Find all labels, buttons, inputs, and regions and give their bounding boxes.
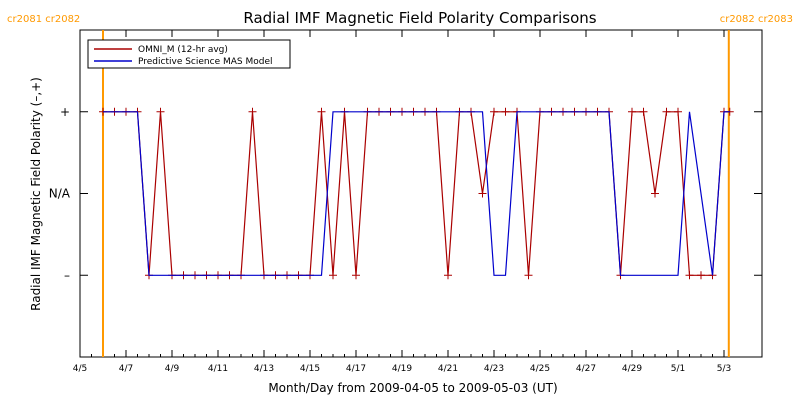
- data-point-0-51: [685, 271, 694, 280]
- x-tick-label-6: 4/17: [346, 364, 366, 374]
- y-tick-label-1: N/A: [49, 187, 71, 201]
- x-tick-label-4: 4/13: [254, 364, 274, 374]
- legend-box: [87, 39, 291, 69]
- x-tick-label-11: 4/27: [576, 364, 596, 374]
- carrington-label-1: cr2082 cr2083: [720, 14, 793, 25]
- data-point-0-46: [628, 107, 636, 116]
- legend-label-mas: Predictive Science MAS Model: [138, 57, 273, 67]
- x-tick-label-3: 4/11: [208, 364, 228, 374]
- x-tick-label-10: 4/25: [530, 364, 550, 374]
- x-axis-ticks: 4/5 4/7 4/9 4/11 4/13 4/15 4/17 4/19 4/21 4/23 4/2…: [73, 30, 731, 374]
- y-axis-ticks: + N/A –: [49, 105, 762, 282]
- data-point-0-5: [156, 107, 165, 116]
- data-point-0-22: [352, 271, 360, 280]
- x-tick-label-5: 4/15: [300, 364, 320, 374]
- data-point-0-30: [444, 271, 452, 280]
- data-point-0-33: [478, 189, 487, 198]
- x-tick-label-2: 4/9: [165, 364, 180, 374]
- data-point-0-49: [662, 107, 671, 116]
- legend: OMNI_M (12-hr avg) Predictive Science MA…: [87, 39, 291, 69]
- data-point-0-20: [329, 271, 337, 280]
- y-tick-label-2: –: [64, 268, 70, 282]
- plot-frame: [79, 29, 763, 358]
- data-point-0-37: [524, 271, 533, 280]
- series-line-1: [103, 111, 730, 276]
- data-point-0-48: [651, 189, 659, 198]
- carrington-label-0: cr2081 cr2082: [7, 14, 80, 25]
- x-tick-label-12: 4/29: [622, 364, 642, 374]
- x-tick-label-9: 4/23: [484, 364, 504, 374]
- legend-label-omni: OMNI_M (12-hr avg): [138, 45, 228, 55]
- data-point-0-47: [639, 107, 648, 116]
- series-layer: [99, 107, 734, 280]
- data-point-0-13: [248, 107, 257, 116]
- data-point-0-35: [501, 107, 510, 116]
- y-tick-label-0: +: [60, 105, 70, 119]
- chart-title: Radial IMF Magnetic Field Polarity Compa…: [243, 9, 596, 27]
- x-tick-label-14: 5/3: [717, 364, 731, 374]
- carrington-boundaries: cr2081 cr2082 cr2082 cr2083: [7, 14, 793, 357]
- x-tick-label-8: 4/21: [438, 364, 458, 374]
- data-point-0-19: [317, 107, 326, 116]
- x-tick-label-7: 4/19: [392, 364, 412, 374]
- y-axis-label: Radial IMF Magnetic Field Polarity (–,+): [29, 77, 43, 311]
- data-point-0-52: [697, 271, 705, 280]
- data-point-0-50: [674, 107, 682, 116]
- x-tick-label-13: 5/1: [671, 364, 685, 374]
- series-line-0: [103, 111, 730, 276]
- data-point-0-34: [490, 107, 498, 116]
- x-tick-label-1: 4/7: [119, 364, 133, 374]
- x-tick-label-0: 4/5: [73, 364, 87, 374]
- x-axis-label: Month/Day from 2009-04-05 to 2009-05-03 …: [268, 381, 557, 395]
